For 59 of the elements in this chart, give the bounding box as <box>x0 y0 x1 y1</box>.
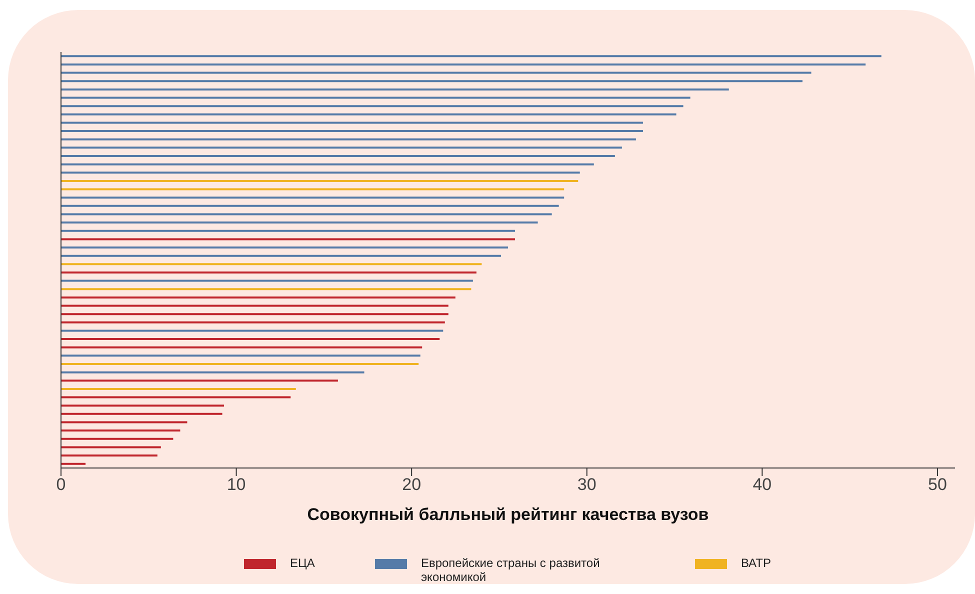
bar <box>61 446 161 448</box>
bar <box>61 371 364 374</box>
bar <box>61 113 676 116</box>
bar <box>61 130 643 132</box>
bar <box>61 321 445 324</box>
bar <box>61 296 456 298</box>
bar <box>61 180 578 182</box>
bar <box>61 238 516 240</box>
bar <box>61 363 419 365</box>
bar <box>61 222 538 224</box>
bar <box>61 72 812 74</box>
bar <box>61 338 440 340</box>
bar <box>61 304 448 307</box>
bar <box>61 163 594 166</box>
x-tick-label: 30 <box>577 475 596 494</box>
bar <box>61 213 552 216</box>
x-tick-label: 0 <box>56 475 66 494</box>
bar <box>61 271 476 274</box>
bar <box>61 280 473 282</box>
bar <box>61 263 482 266</box>
bar <box>61 430 180 432</box>
x-tick-label: 50 <box>928 475 947 494</box>
legend-label: Европейские страны с развитой экономикой <box>420 556 601 584</box>
x-tick-label: 40 <box>752 475 772 494</box>
bar <box>61 155 615 157</box>
bar <box>61 196 564 199</box>
bar <box>61 396 291 398</box>
bar <box>61 55 882 58</box>
bar <box>61 230 516 232</box>
bar <box>61 454 158 457</box>
x-tick-label: 20 <box>402 475 422 494</box>
bar <box>61 146 622 149</box>
bar <box>61 354 420 357</box>
bar <box>61 88 729 90</box>
bar <box>61 288 472 290</box>
bar <box>61 63 866 66</box>
bar <box>61 346 422 348</box>
bar <box>61 246 508 249</box>
bar <box>61 388 296 390</box>
bar <box>61 204 559 207</box>
bar <box>61 412 222 415</box>
bar <box>61 172 580 174</box>
bar <box>61 462 86 465</box>
bar <box>61 330 444 332</box>
bar <box>61 421 188 424</box>
bar <box>61 404 224 407</box>
bar <box>61 105 684 108</box>
bar <box>61 122 643 124</box>
bar <box>61 313 448 316</box>
bar <box>61 438 174 440</box>
bar <box>61 188 564 190</box>
bar <box>61 380 338 382</box>
bar <box>61 138 636 140</box>
legend-label: ЕЦА <box>290 556 315 570</box>
x-axis-title: Совокупный балльный рейтинг качества вузов <box>307 505 709 524</box>
legend-label: ВАТР <box>740 556 771 570</box>
x-tick-label: 10 <box>226 475 246 494</box>
bar <box>61 96 690 99</box>
bar <box>61 80 802 82</box>
